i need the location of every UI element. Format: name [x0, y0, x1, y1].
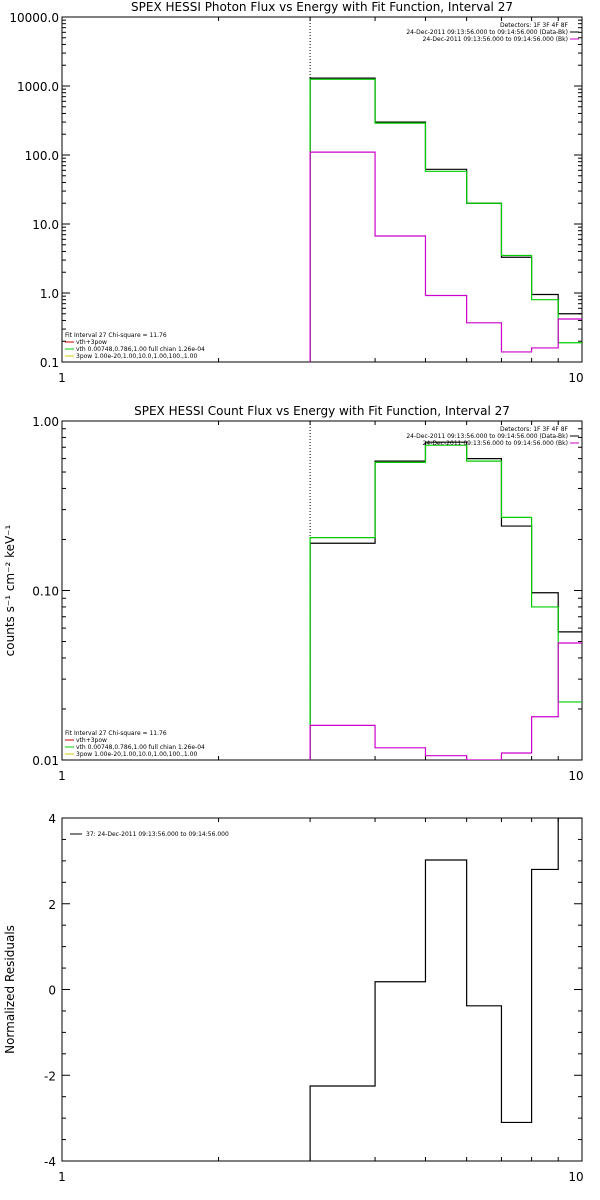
panel-1-y-axis-label: counts s⁻¹ cm⁻² keV⁻¹	[3, 524, 17, 656]
panel-1-legend-top-text: Detectors: 1F 3F 4F 8F	[500, 426, 569, 433]
panel-1-y-tick-label: 1.00	[32, 415, 59, 429]
panel-0-y-tick-label: 0.1	[40, 356, 59, 370]
panel-2-x-tick-label: 10	[568, 1170, 583, 1184]
panel-1-legend-bottom-text: vth 0.00748,0.786,1.00 full chian 1.26e-…	[76, 744, 205, 751]
panel-1-legend-bottom-text: vth+3pow	[76, 737, 107, 744]
panel-0-series-0-step-line	[309, 77, 582, 362]
panel-0-legend-top-text: 24-Dec-2011 09:13:56.000 to 09:14:56.000…	[406, 29, 568, 36]
panel-0-legend-top-text: 24-Dec-2011 09:13:56.000 to 09:14:56.000…	[423, 36, 568, 43]
panel-1-title: SPEX HESSI Count Flux vs Energy with Fit…	[134, 404, 510, 418]
panel-0-frame	[61, 16, 583, 363]
panel-1-frame	[61, 420, 583, 761]
panel-2-legend-text: 37: 24-Dec-2011 09:13:56.000 to 09:14:56…	[86, 831, 229, 838]
panel-0-x-tick-label: 10	[568, 371, 583, 385]
panel-0-series-2-step-line	[309, 151, 582, 362]
panel-0-title: SPEX HESSI Photon Flux vs Energy with Fi…	[131, 0, 513, 14]
panel-0-y-tick-label: 1.0	[40, 287, 59, 301]
panel-0-y-tick-label: 100.0	[25, 149, 59, 163]
panel-0-y-tick-label: 10000.0	[9, 11, 59, 25]
panel-1-series-0-step-line	[309, 441, 582, 760]
panel-1-y-tick-label: 0.01	[32, 754, 59, 768]
panel-2-frame	[61, 817, 583, 1162]
panel-1-legend-bottom-text: 3pow 1.00e-20,1.00,10.0,1.00,100.,1.00	[76, 751, 197, 758]
panel-1-x-tick-label: 10	[568, 769, 583, 783]
panel-0-y-tick-label: 1000.0	[17, 80, 59, 94]
panel-2-y-tick-label: -2	[44, 1069, 56, 1083]
panel-0-legend-top-text: Detectors: 1F 3F 4F 8F	[500, 22, 569, 29]
panel-0-series-1-step-line	[309, 78, 582, 362]
panel-0-legend-bottom-text: vth+3pow	[76, 339, 107, 346]
panel-0-legend-bottom-text: 3pow 1.00e-20,1.00,10.0,1.00,100.,1.00	[76, 353, 197, 360]
panel-2-series-0-step-line	[309, 818, 582, 1161]
panel-1-legend-bottom-text: Fit Interval 27 Chi-square = 11.76	[65, 730, 167, 737]
panel-2-y-tick-label: -4	[44, 1155, 56, 1169]
panel-2-y-tick-label: 4	[48, 812, 56, 826]
panel-1-x-tick-label: 1	[58, 769, 66, 783]
panel-0-y-tick-label: 10.0	[32, 218, 59, 232]
panel-1-y-tick-label: 0.10	[32, 585, 59, 599]
panel-2-y-tick-label: 2	[48, 898, 56, 912]
panel-2-y-axis-label: Normalized Residuals	[3, 925, 17, 1054]
panel-1-legend-top-text: 24-Dec-2011 09:13:56.000 to 09:14:56.000…	[406, 433, 568, 440]
panel-2-y-tick-label: 0	[48, 984, 56, 998]
panel-0-legend-bottom-text: vth 0.00748,0.786,1.00 full chian 1.26e-…	[76, 346, 205, 353]
panel-1-legend-top-text: 24-Dec-2011 09:13:56.000 to 09:14:56.000…	[423, 440, 568, 447]
panel-2-x-tick-label: 1	[58, 1170, 66, 1184]
panel-0-legend-bottom-text: Fit Interval 27 Chi-square = 11.76	[65, 332, 167, 339]
panel-0-x-tick-label: 1	[58, 371, 66, 385]
panel-1-series-2-step-line	[309, 642, 582, 760]
panel-1-series-1-step-line	[309, 444, 582, 760]
